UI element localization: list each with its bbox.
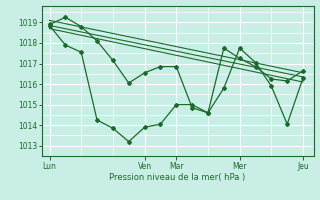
X-axis label: Pression niveau de la mer( hPa ): Pression niveau de la mer( hPa ) bbox=[109, 173, 246, 182]
